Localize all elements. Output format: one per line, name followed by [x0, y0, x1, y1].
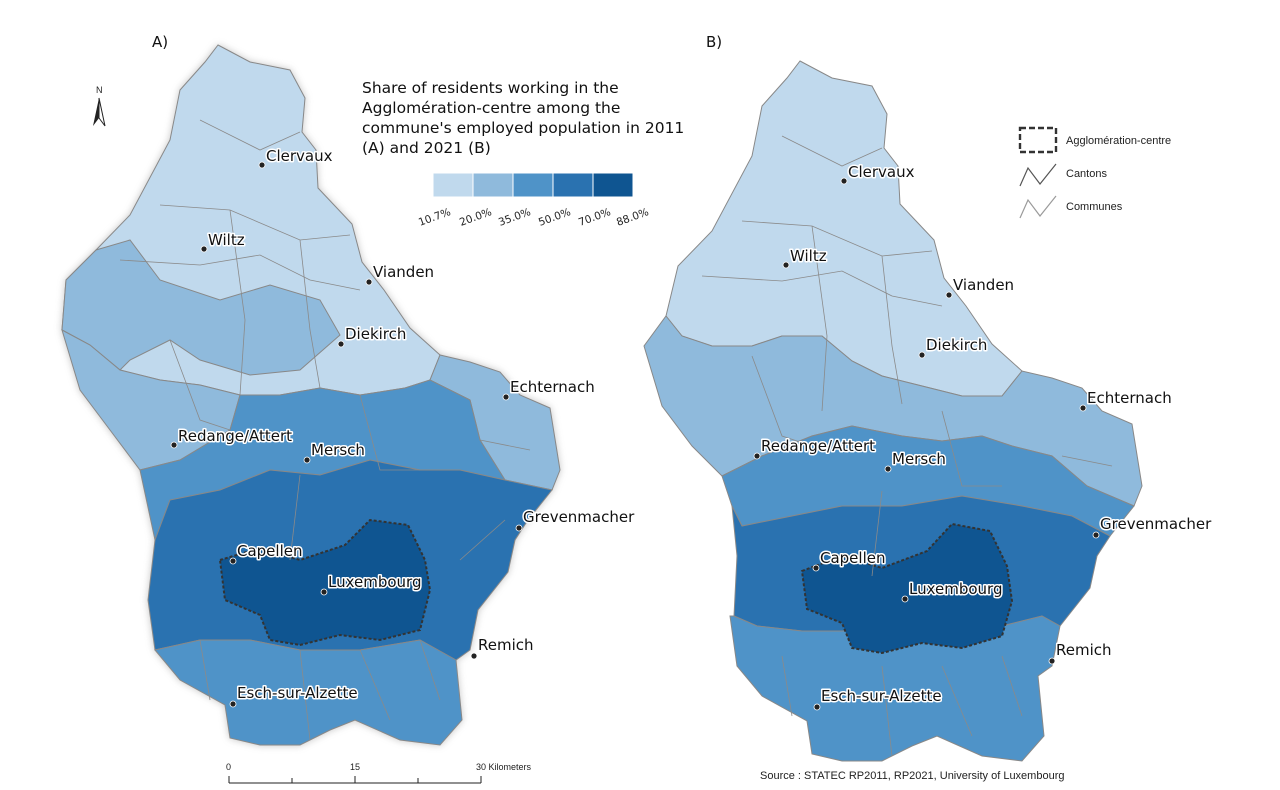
legend-break-4: 50.0%: [537, 206, 572, 229]
city-clervaux-b: Clervaux: [840, 162, 916, 185]
legend-title-line-1: Share of residents working in the: [362, 79, 619, 97]
svg-text:Clervaux: Clervaux: [848, 163, 915, 181]
scale-tick-30: 30 Kilometers: [476, 762, 532, 772]
key-cantons-line: [1019, 163, 1057, 187]
key-agglomeration-swatch: [1018, 126, 1058, 154]
svg-text:Remich: Remich: [478, 636, 534, 654]
city-remich-a: Remich: [470, 635, 535, 660]
source-note: Source : STATEC RP2011, RP2021, Universi…: [760, 770, 1065, 782]
svg-text:Echternach: Echternach: [1087, 389, 1172, 407]
legend-class-2: [472, 172, 514, 198]
agglomeration-centre-b: [800, 522, 1014, 655]
svg-text:Vianden: Vianden: [373, 263, 434, 281]
city-grevenmacher-b: Grevenmacher: [1092, 514, 1214, 539]
legend-break-1: 10.7%: [417, 206, 452, 229]
city-vianden-b: Vianden: [945, 275, 1016, 299]
legend-title-line-4: (A) and 2021 (B): [362, 139, 491, 157]
legend-break-3: 35.0%: [497, 206, 532, 229]
city-esch-b: Esch-sur-Alzette: [813, 686, 943, 711]
key-cantons-label: Cantons: [1066, 168, 1107, 180]
svg-text:Esch-sur-Alzette: Esch-sur-Alzette: [821, 687, 942, 705]
city-redange-b: Redange/Attert: [753, 436, 877, 460]
panel-a: A) N: [61, 33, 637, 784]
svg-text:Luxembourg: Luxembourg: [909, 580, 1003, 598]
north-label: N: [96, 85, 103, 95]
svg-text:Clervaux: Clervaux: [266, 147, 333, 165]
city-capellen-b: Capellen: [812, 548, 887, 572]
svg-text:Echternach: Echternach: [510, 378, 595, 396]
svg-text:Redange/Attert: Redange/Attert: [761, 437, 875, 455]
legend-ramp: 10.7% 20.0% 35.0% 50.0% 70.0% 88.0%: [417, 172, 650, 229]
legend-class-3: [512, 172, 554, 198]
city-redange-a: Redange/Attert: [170, 426, 294, 449]
svg-text:Mersch: Mersch: [892, 450, 946, 468]
legend-title-line-3: commune's employed population in 2011: [362, 119, 685, 137]
city-clervaux-a: Clervaux: [258, 146, 334, 169]
svg-text:Wiltz: Wiltz: [790, 247, 827, 265]
commune-lines-b: [701, 135, 1113, 757]
city-wiltz-a: Wiltz: [200, 230, 246, 253]
legend-break-2: 20.0%: [458, 206, 493, 229]
city-wiltz-b: Wiltz: [782, 246, 828, 269]
city-diekirch-a: Diekirch: [337, 324, 408, 348]
city-luxembourg-b: Luxembourg: [901, 579, 1004, 603]
scale-bar: 0 15 30 Kilometers: [226, 762, 532, 784]
city-luxembourg-a: Luxembourg: [320, 572, 423, 596]
panel-b: B) Clervaux Wiltz: [643, 33, 1214, 762]
svg-text:Wiltz: Wiltz: [208, 231, 245, 249]
agglomeration-centre-a: [218, 518, 432, 647]
city-echternach-a: Echternach: [502, 377, 596, 401]
region-central-north-a: [61, 239, 341, 376]
svg-text:Diekirch: Diekirch: [345, 325, 406, 343]
legend-break-6: 88.0%: [615, 206, 650, 229]
city-mersch-b: Mersch: [884, 449, 947, 473]
legend-title: Share of residents working in the Agglom…: [362, 78, 707, 158]
legend-class-1: [432, 172, 474, 198]
scale-tick-15: 15: [350, 762, 360, 772]
key-communes-label: Communes: [1066, 201, 1123, 213]
svg-text:Redange/Attert: Redange/Attert: [178, 427, 292, 445]
city-esch-a: Esch-sur-Alzette: [229, 683, 359, 708]
legend-break-5: 70.0%: [577, 206, 612, 229]
commune-lines-a: [119, 119, 531, 741]
panel-b-label: B): [706, 33, 722, 51]
key-communes-line: [1019, 195, 1057, 219]
north-arrow: N: [93, 85, 106, 127]
symbol-key: Agglomération-centre Cantons Communes: [1018, 126, 1171, 219]
svg-text:Grevenmacher: Grevenmacher: [1100, 515, 1212, 533]
legend-class-4: [552, 172, 594, 198]
city-diekirch-b: Diekirch: [918, 335, 989, 359]
legend-title-line-2: Agglomération-centre among the: [362, 99, 621, 117]
city-grevenmacher-a: Grevenmacher: [515, 507, 637, 532]
city-vianden-a: Vianden: [365, 262, 436, 286]
svg-text:Capellen: Capellen: [820, 549, 886, 567]
svg-text:Remich: Remich: [1056, 641, 1112, 659]
svg-text:Grevenmacher: Grevenmacher: [523, 508, 635, 526]
legend-class-5: [592, 172, 634, 198]
svg-text:Luxembourg: Luxembourg: [328, 573, 422, 591]
city-capellen-a: Capellen: [229, 541, 304, 565]
city-remich-b: Remich: [1048, 640, 1113, 665]
panel-a-label: A): [152, 33, 168, 51]
svg-text:Diekirch: Diekirch: [926, 336, 987, 354]
key-agglomeration-label: Agglomération-centre: [1066, 135, 1171, 147]
svg-text:Vianden: Vianden: [953, 276, 1014, 294]
svg-text:Capellen: Capellen: [237, 542, 303, 560]
city-echternach-b: Echternach: [1079, 388, 1173, 412]
region-far-south-a: [154, 639, 463, 746]
city-mersch-a: Mersch: [303, 440, 366, 464]
scale-tick-0: 0: [226, 762, 231, 772]
svg-text:Mersch: Mersch: [311, 441, 365, 459]
svg-text:Esch-sur-Alzette: Esch-sur-Alzette: [237, 684, 358, 702]
